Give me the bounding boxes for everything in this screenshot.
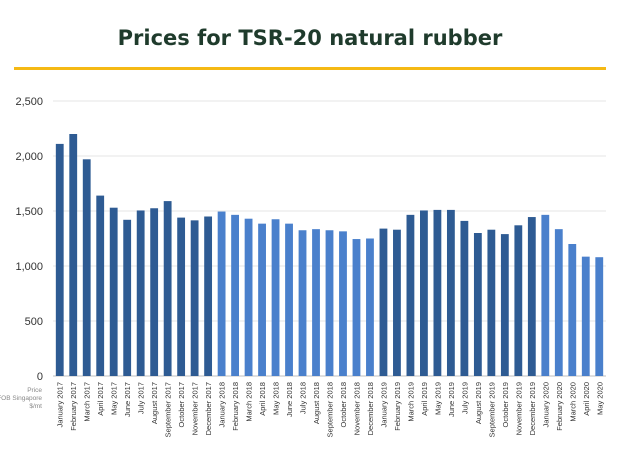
x-tick-label: June 2017	[123, 382, 132, 417]
bar	[420, 210, 428, 376]
bar	[204, 216, 213, 376]
x-tick-label: December 2019	[528, 382, 537, 435]
x-tick-label: August 2018	[312, 382, 321, 424]
y-tick-label: 1,500	[15, 206, 43, 218]
bar	[487, 229, 496, 376]
bar	[460, 220, 469, 376]
x-tick-label: February 2020	[555, 382, 564, 431]
x-tick-label: December 2018	[366, 382, 375, 435]
y-tick-label: 1,000	[15, 261, 43, 273]
x-tick-label: July 2019	[460, 382, 469, 414]
bar	[244, 218, 253, 376]
x-tick-label: February 2017	[69, 382, 78, 431]
x-tick-label: March 2017	[83, 382, 92, 422]
x-tick-label: July 2018	[299, 382, 308, 414]
x-tick-label: January 2018	[218, 382, 227, 427]
bar	[55, 143, 64, 376]
bar	[123, 219, 132, 376]
bar	[163, 201, 172, 376]
bar	[190, 220, 199, 376]
y-tick-label: 2,000	[15, 151, 43, 163]
bar	[568, 244, 577, 376]
x-tick-label: May 2019	[433, 382, 442, 415]
bar	[473, 233, 482, 376]
x-tick-label: April 2019	[420, 382, 429, 416]
bar	[541, 214, 550, 376]
bar	[352, 239, 361, 376]
y-tick-label: 2,500	[15, 96, 43, 108]
chart-title: Prices for TSR-20 natural rubber	[117, 26, 503, 50]
x-tick-label: June 2019	[447, 382, 456, 417]
y-tick-label: 0	[37, 371, 43, 383]
y-axis-label: $/mt	[29, 403, 42, 410]
bar	[136, 210, 145, 376]
x-tick-label: September 2018	[326, 382, 335, 437]
bar	[82, 159, 91, 376]
x-tick-label: August 2017	[150, 382, 159, 424]
bar	[339, 231, 347, 376]
x-tick-label: November 2017	[191, 382, 200, 435]
y-axis-label: Price	[27, 387, 42, 394]
x-tick-label: March 2018	[245, 382, 254, 422]
x-tick-label: May 2018	[272, 382, 281, 415]
x-tick-label: October 2017	[177, 382, 186, 427]
x-tick-label: January 2019	[379, 382, 388, 427]
bar	[231, 214, 239, 376]
bar	[285, 223, 293, 376]
x-tick-label: February 2019	[393, 382, 402, 431]
x-tick-label: March 2019	[406, 382, 415, 422]
bar	[433, 209, 442, 376]
y-tick-label: 500	[25, 316, 43, 328]
x-tick-label: February 2018	[231, 382, 240, 431]
bar	[393, 229, 401, 376]
bar	[217, 211, 226, 376]
bar	[271, 219, 280, 376]
bar	[554, 229, 563, 376]
bar	[109, 207, 118, 376]
bar	[177, 217, 186, 376]
bar	[298, 230, 307, 376]
x-tick-label: May 2020	[595, 382, 604, 415]
bar	[325, 230, 334, 376]
x-tick-label: April 2020	[582, 382, 591, 416]
bar	[379, 228, 388, 376]
x-tick-label: March 2020	[568, 382, 577, 422]
x-tick-label: December 2017	[204, 382, 213, 435]
title-rule	[14, 67, 606, 70]
x-tick-label: July 2017	[137, 382, 146, 414]
x-tick-label: November 2018	[352, 382, 361, 435]
bar	[527, 217, 536, 376]
bar	[446, 209, 455, 376]
bar	[406, 214, 415, 376]
x-tick-label: April 2018	[258, 382, 267, 416]
bar	[258, 223, 266, 376]
bar	[96, 195, 105, 376]
bar	[514, 225, 523, 376]
x-tick-label: October 2018	[339, 382, 348, 427]
x-tick-label: August 2019	[474, 382, 483, 424]
x-tick-label: October 2019	[501, 382, 510, 427]
x-tick-label: September 2017	[164, 382, 173, 437]
bar	[150, 208, 159, 376]
bar	[581, 256, 590, 376]
bar	[500, 234, 509, 376]
y-axis-label: FOB Singapore	[0, 395, 42, 402]
x-tick-label: November 2019	[514, 382, 523, 435]
x-tick-label: January 2020	[541, 382, 550, 427]
x-tick-label: September 2019	[487, 382, 496, 437]
x-tick-label: June 2018	[285, 382, 294, 417]
bar	[595, 257, 604, 376]
bar	[312, 229, 320, 376]
bar	[366, 238, 374, 376]
x-tick-label: May 2017	[110, 382, 119, 415]
x-tick-label: April 2017	[96, 382, 105, 416]
x-tick-label: January 2017	[56, 382, 65, 427]
bar	[69, 134, 78, 376]
